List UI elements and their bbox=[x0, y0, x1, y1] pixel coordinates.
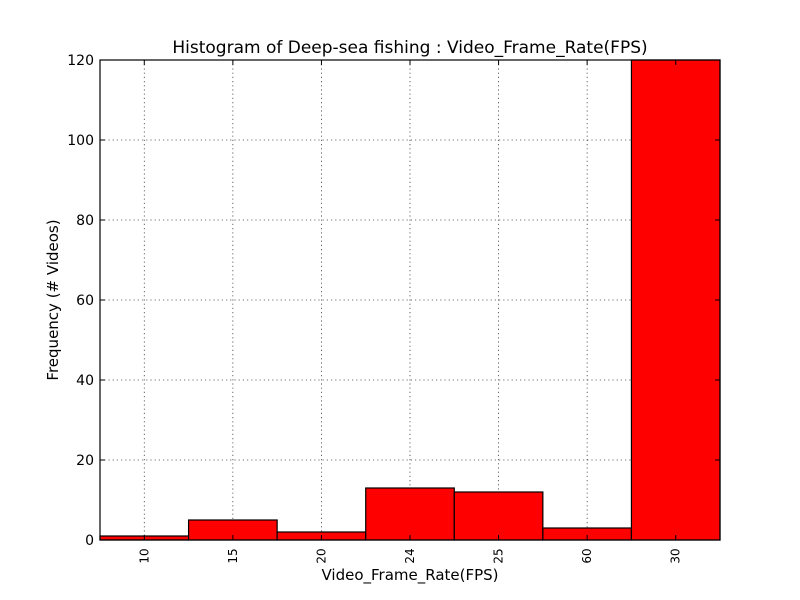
xtick-label: 60 bbox=[580, 548, 594, 563]
xtick-label: 24 bbox=[403, 548, 417, 563]
histogram-bar bbox=[453, 491, 544, 541]
histogram-bar bbox=[365, 487, 455, 541]
xtick-label: 20 bbox=[314, 548, 328, 563]
chart-title: Histogram of Deep-sea fishing : Video_Fr… bbox=[172, 38, 647, 58]
y-ticks: 0 20 40 60 80 100 120 bbox=[67, 53, 720, 549]
ytick-label: 60 bbox=[76, 293, 94, 309]
histogram-bar bbox=[630, 59, 721, 541]
ytick-label: 120 bbox=[67, 53, 94, 69]
ytick-label: 20 bbox=[76, 453, 94, 469]
grid-layer bbox=[100, 60, 720, 540]
ytick-label: 0 bbox=[85, 533, 94, 549]
xtick-label: 15 bbox=[226, 548, 240, 563]
ytick-label: 40 bbox=[76, 373, 94, 389]
x-ticks: 10 15 20 24 25 60 30 bbox=[137, 60, 683, 564]
xtick-label: 10 bbox=[137, 548, 151, 563]
xtick-label: 25 bbox=[492, 548, 506, 563]
x-axis-label: Video_Frame_Rate(FPS) bbox=[321, 566, 498, 585]
xtick-label: 30 bbox=[669, 548, 683, 563]
ytick-label: 80 bbox=[76, 213, 94, 229]
ytick-label: 100 bbox=[67, 133, 94, 149]
y-axis-label: Frequency (# Videos) bbox=[44, 219, 62, 380]
